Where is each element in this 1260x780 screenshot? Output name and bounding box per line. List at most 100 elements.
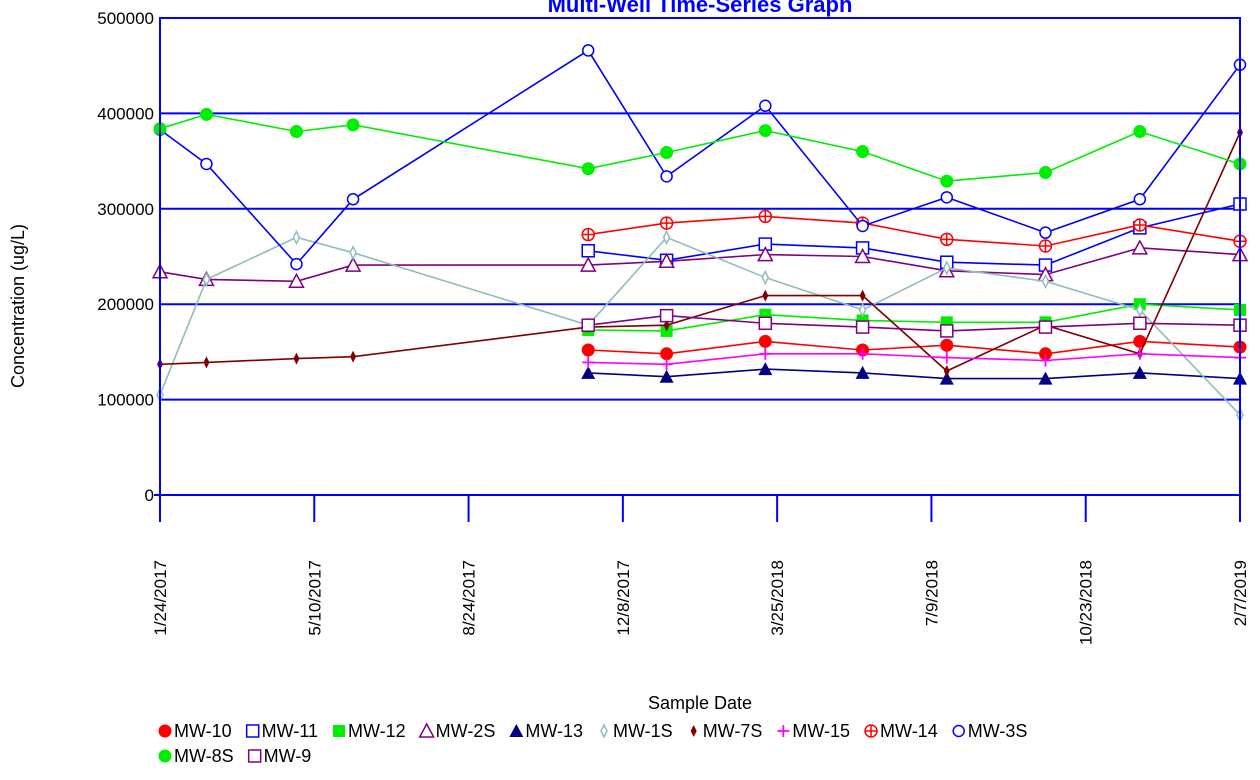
data-point	[1136, 302, 1144, 318]
legend-marker	[418, 722, 435, 738]
data-point	[1131, 239, 1149, 255]
chart-grid	[160, 112, 1240, 401]
x-tick-label: 5/10/2017	[305, 560, 324, 636]
legend-marker	[600, 723, 608, 739]
legend-marker	[158, 724, 172, 738]
y-axis-title: Concentration (ug/L)	[8, 224, 28, 388]
y-tick-label: 300000	[97, 200, 154, 219]
legend: MW-10 MW-11 MW-12 MW-2S MW-13 MW-1S MW-7S MW-15…	[158, 721, 1028, 766]
data-point	[1133, 218, 1147, 232]
data-point	[579, 256, 597, 272]
x-axis-title: Sample Date	[648, 693, 752, 713]
legend-marker	[158, 749, 172, 763]
data-point	[940, 232, 954, 247]
series-mw-14	[581, 209, 1247, 253]
legend-marker	[952, 724, 965, 738]
data-point	[659, 216, 674, 230]
data-point	[758, 124, 772, 138]
data-point	[940, 174, 954, 188]
series-line	[159, 236, 1241, 416]
data-point	[350, 350, 357, 363]
data-point	[659, 369, 674, 383]
series-line	[588, 303, 1241, 332]
data-point	[288, 272, 305, 289]
data-point	[1133, 347, 1146, 360]
data-point	[858, 302, 867, 318]
data-point	[1038, 166, 1052, 180]
legend-item: MW-3S	[952, 721, 1028, 741]
data-point	[203, 356, 210, 369]
data-point	[1041, 273, 1050, 289]
data-point	[660, 358, 673, 371]
y-tick-label: 400000	[97, 104, 154, 123]
legend-item: MW-8S	[158, 746, 234, 766]
data-point	[582, 356, 595, 369]
data-point	[859, 289, 866, 302]
data-point	[758, 316, 773, 331]
legend-item: MW-1S	[600, 721, 673, 741]
data-point	[581, 227, 595, 242]
data-point	[346, 118, 360, 132]
series-mw-8s	[153, 107, 1247, 188]
legend-label: MW-8S	[174, 746, 234, 766]
x-tick-label: 7/9/2018	[922, 560, 941, 626]
data-point	[856, 145, 870, 159]
data-point	[660, 347, 674, 361]
legend-marker	[864, 724, 878, 738]
legend-item: MW-2S	[418, 721, 495, 741]
legend-label: MW-14	[880, 721, 938, 741]
series-line	[588, 203, 1241, 266]
legend-label: MW-3S	[968, 721, 1028, 741]
data-point	[855, 320, 870, 334]
data-point	[1038, 371, 1053, 385]
x-tick-label: 2/7/2019	[1231, 560, 1250, 626]
data-point	[349, 245, 357, 261]
data-point	[856, 219, 869, 233]
legend-marker	[777, 725, 790, 737]
data-point	[855, 365, 870, 379]
series-line	[159, 113, 1241, 182]
data-point	[289, 125, 303, 139]
chart-title: Multi-Well Time-Series Graph	[548, 0, 853, 17]
legend-item: MW-14	[864, 721, 938, 741]
series-mw-13	[581, 362, 1247, 385]
legend-marker	[333, 725, 346, 737]
y-tick-label: 500000	[97, 9, 154, 28]
data-point	[1133, 316, 1147, 331]
legend-label: MW-13	[525, 721, 583, 741]
data-point	[200, 157, 213, 171]
data-point	[759, 347, 772, 360]
data-point	[658, 252, 675, 269]
legend-marker	[509, 724, 524, 737]
data-point	[939, 371, 954, 385]
data-point	[581, 44, 595, 57]
legend-item: MW-15	[777, 721, 850, 741]
data-point	[344, 256, 362, 272]
series-line	[588, 314, 1241, 332]
data-point	[292, 229, 301, 246]
y-tick-label: 200000	[97, 295, 154, 314]
data-point	[940, 324, 954, 338]
x-tick-label: 8/24/2017	[460, 560, 479, 636]
x-tick-label: 10/23/2018	[1077, 560, 1096, 645]
data-point	[758, 209, 773, 224]
data-point	[940, 338, 954, 352]
data-point	[199, 107, 213, 121]
legend-label: MW-11	[262, 721, 318, 741]
y-axis: 0 100000 200000 300000 400000 500000	[97, 9, 154, 505]
y-tick-label: 100000	[97, 391, 154, 410]
plot-frame	[159, 17, 1241, 496]
series-line	[588, 368, 1241, 380]
x-tick-label: 1/24/2017	[151, 560, 170, 636]
data-point	[346, 193, 360, 206]
legend-marker	[245, 724, 260, 738]
legend-label: MW-15	[792, 721, 850, 741]
series-layer	[151, 44, 1249, 423]
data-point	[290, 257, 303, 271]
series-mw-2s	[151, 239, 1249, 289]
data-point	[1038, 320, 1053, 334]
legend-item: MW-7S	[690, 721, 762, 741]
x-tick-label: 3/25/2018	[768, 560, 787, 636]
data-point	[1038, 239, 1053, 253]
